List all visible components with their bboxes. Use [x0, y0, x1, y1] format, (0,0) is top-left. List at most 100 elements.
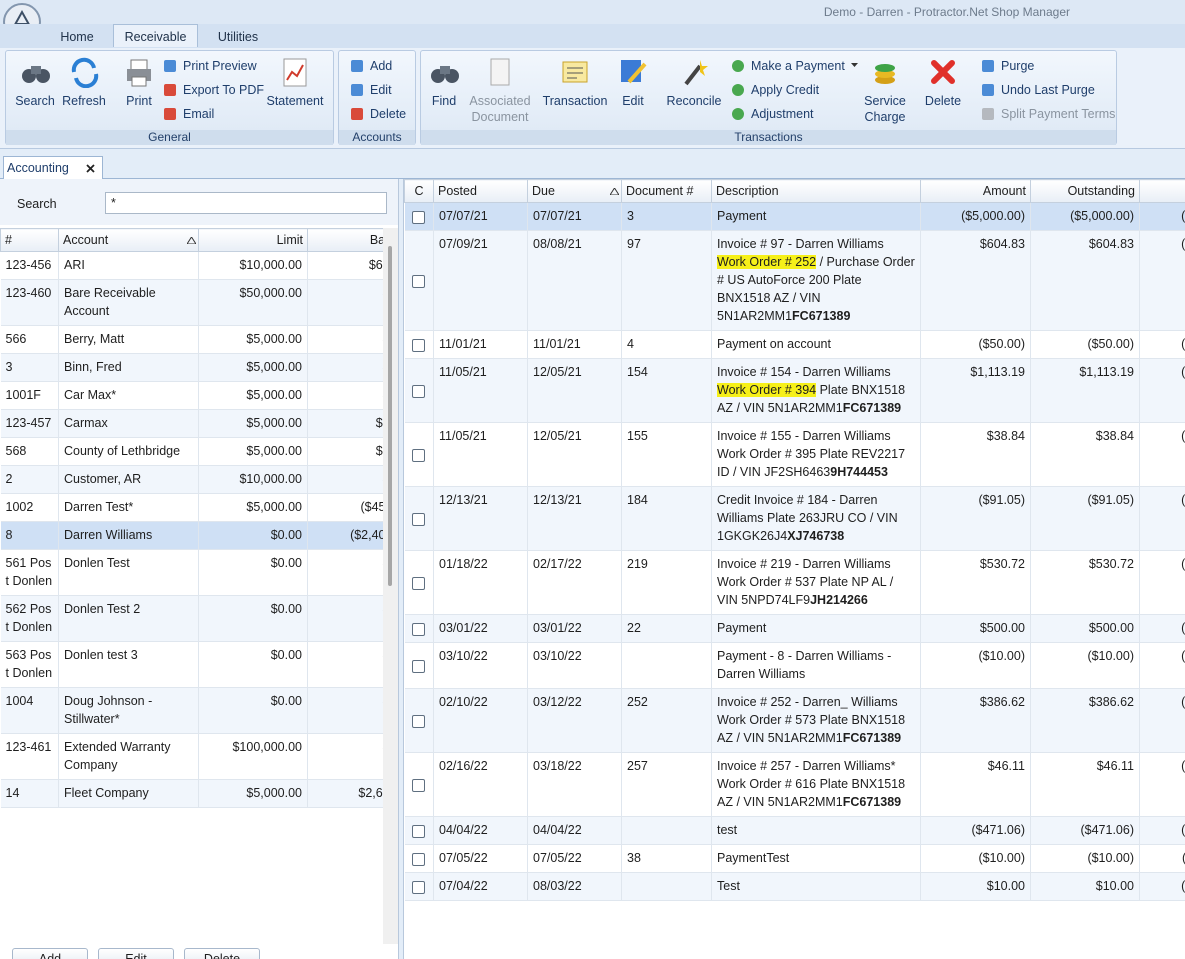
ribbon-button[interactable]: Apply Credit	[731, 82, 819, 98]
row-checkbox[interactable]	[412, 824, 426, 838]
ribbon-tab[interactable]: Utilities	[217, 30, 259, 44]
row-checkbox[interactable]	[412, 512, 426, 526]
account-row[interactable]: 123-461 Extended Warranty Company $100,000…	[0, 733, 383, 780]
scrollbar[interactable]	[383, 228, 398, 944]
column-header[interactable]: Amount	[920, 179, 1031, 203]
ribbon-tab[interactable]: Receivable	[113, 24, 198, 47]
panel-button[interactable]: Add	[12, 948, 88, 959]
transaction-row[interactable]: 11/05/21 12/05/21 154 Invoice # 154 - Darre…	[404, 358, 1185, 423]
row-checkbox[interactable]	[412, 274, 426, 288]
checkbox-cell	[404, 550, 434, 615]
document-tab-bar	[0, 150, 1185, 179]
ribbon-button[interactable]: Make a Payment	[731, 58, 858, 74]
ribbon-button[interactable]: Adjustment	[731, 106, 814, 122]
row-checkbox[interactable]	[412, 384, 426, 398]
column-header[interactable]: Outstanding	[1030, 179, 1140, 203]
ribbon-button[interactable]: Statement	[250, 54, 340, 126]
column-header[interactable]: Due	[527, 179, 622, 203]
amount-cell: ($10.00)	[920, 642, 1031, 689]
ribbon-button[interactable]: Find	[399, 54, 489, 126]
panel-button[interactable]: Delete	[184, 948, 260, 959]
panel-button[interactable]: Edit	[98, 948, 174, 959]
column-header[interactable]: Document #	[621, 179, 712, 203]
checkbox-cell	[404, 358, 434, 423]
row-checkbox[interactable]	[412, 852, 426, 866]
account-cell: $10,000.00	[198, 465, 308, 494]
ribbon-button[interactable]: Export To PDF	[163, 82, 264, 98]
row-checkbox[interactable]	[412, 880, 426, 894]
transaction-row[interactable]: 07/07/21 07/07/21 3 Payment ($5,000.00) ($5,0…	[404, 202, 1185, 231]
ribbon-button[interactable]: Email	[163, 106, 214, 122]
ribbon-button[interactable]: Delete	[350, 106, 406, 122]
column-header[interactable]: Account	[58, 228, 199, 252]
ribbon-button[interactable]: Search	[0, 54, 80, 126]
ribbon-button[interactable]: Split Payment Terms	[981, 106, 1115, 122]
ribbon-button[interactable]: Edit	[588, 54, 678, 126]
close-tab-icon[interactable]	[86, 164, 95, 173]
transaction-row[interactable]: 07/09/21 08/08/21 97 Invoice # 97 - Darren …	[404, 230, 1185, 331]
transaction-row[interactable]: 03/01/22 03/01/22 22 Payment $500.00 $500.00 (…	[404, 614, 1185, 643]
description-cell: PaymentTest	[711, 844, 921, 873]
ribbon-group-label: Accounts	[339, 130, 415, 145]
row-checkbox[interactable]	[412, 338, 426, 352]
column-header[interactable]: Description	[711, 179, 921, 203]
column-header[interactable]: C	[404, 179, 434, 203]
column-header[interactable]: Balance	[1139, 179, 1185, 203]
ribbon-button[interactable]: Add	[350, 58, 392, 74]
dropdown-arrow[interactable]	[850, 63, 858, 68]
ribbon-button[interactable]: Print	[94, 54, 184, 126]
transaction-row[interactable]: 11/01/21 11/01/21 4 Payment on account ($50.…	[404, 330, 1185, 359]
ribbon-button[interactable]: Reconcile	[649, 54, 739, 126]
ribbon-button[interactable]: Associated Document	[455, 54, 545, 126]
ribbon-button[interactable]: Service Charge	[854, 54, 916, 126]
row-checkbox[interactable]	[412, 778, 426, 792]
transaction-row[interactable]: 07/04/22 08/03/22 Test $10.00 $10.00 ($2,401.…	[404, 872, 1185, 901]
transaction-row[interactable]: 04/04/22 04/04/22 test ($471.06) ($471.06) ($…	[404, 816, 1185, 845]
column-header[interactable]: Limit	[198, 228, 308, 252]
posted-cell: 07/07/21	[433, 202, 528, 231]
transaction-row[interactable]: 02/16/22 03/18/22 257 Invoice # 257 - Darre…	[404, 752, 1185, 817]
row-checkbox[interactable]	[412, 576, 426, 590]
row-checkbox[interactable]	[412, 659, 426, 673]
transaction-row[interactable]: 07/05/22 07/05/22 38 PaymentTest ($10.00) ($1…	[404, 844, 1185, 873]
ribbon-button[interactable]: Purge	[981, 58, 1034, 74]
row-checkbox[interactable]	[412, 448, 426, 462]
ribbon-button[interactable]: Delete	[898, 54, 988, 126]
ribbon-button[interactable]: Refresh	[39, 54, 129, 126]
scroll-thumb[interactable]	[388, 246, 392, 586]
transaction-row[interactable]: 02/10/22 03/12/22 252 Invoice # 252 - Darre…	[404, 688, 1185, 753]
account-row[interactable]: 123-460 Bare Receivable Account $50,000.00…	[0, 279, 383, 326]
column-header[interactable]: #	[0, 228, 59, 252]
row-checkbox[interactable]	[412, 714, 426, 728]
amount-cell: $46.11	[920, 752, 1031, 817]
ribbon-button[interactable]: Print Preview	[163, 58, 257, 74]
row-checkbox[interactable]	[412, 622, 426, 636]
ribbon-button[interactable]: Transaction	[530, 54, 620, 126]
transaction-row[interactable]: 03/10/22 03/10/22 Payment - 8 - Darren Wil…	[404, 642, 1185, 689]
transaction-row[interactable]: 12/13/21 12/13/21 184 Credit Invoice # 184 …	[404, 486, 1185, 551]
ribbon-button[interactable]: Edit	[350, 82, 392, 98]
row-checkbox[interactable]	[412, 210, 426, 224]
ribbon-button[interactable]: Undo Last Purge	[981, 82, 1095, 98]
transaction-row[interactable]: 11/05/21 12/05/21 155 Invoice # 155 - Darre…	[404, 422, 1185, 487]
column-header[interactable]: Balance	[307, 228, 383, 252]
document-tab[interactable]: Accounting	[3, 156, 103, 179]
ribbon-tab[interactable]: Home	[60, 30, 94, 44]
transaction-row[interactable]: 01/18/22 02/17/22 219 Invoice # 219 - Darre…	[404, 550, 1185, 615]
column-header[interactable]: Posted	[433, 179, 528, 203]
search-input[interactable]: *	[105, 192, 387, 214]
